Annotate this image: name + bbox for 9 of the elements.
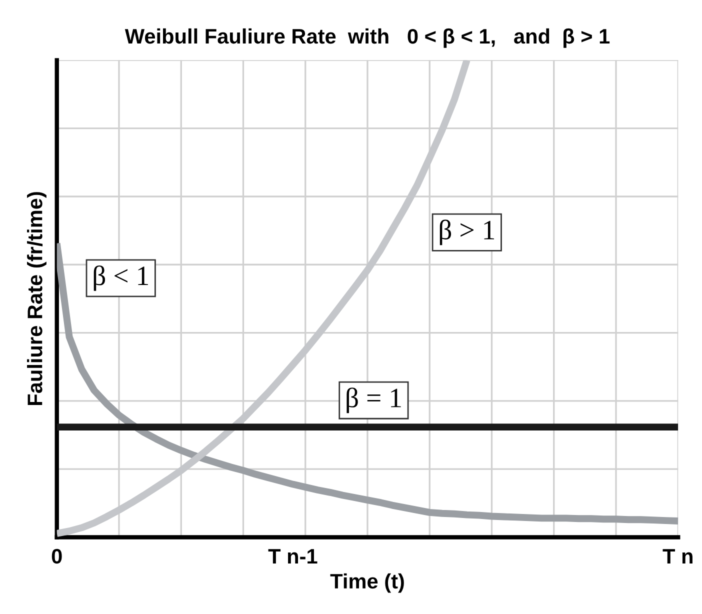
x-tick-label: 0 <box>52 548 62 564</box>
x-tick-label: T n-1 <box>268 549 318 564</box>
chart-title: Weibull Fauliure Rate with 0 < β < 1, and β > 1 <box>124 28 610 48</box>
annotation: β > 1 <box>440 220 494 246</box>
annotation: β < 1 <box>94 265 148 291</box>
y-axis-title: Fauliure Rate (fr/time) <box>27 192 46 405</box>
annotation: β = 1 <box>346 388 401 414</box>
x-tick-label: T n <box>662 549 692 564</box>
x-axis-title: Time (t) <box>330 573 404 593</box>
